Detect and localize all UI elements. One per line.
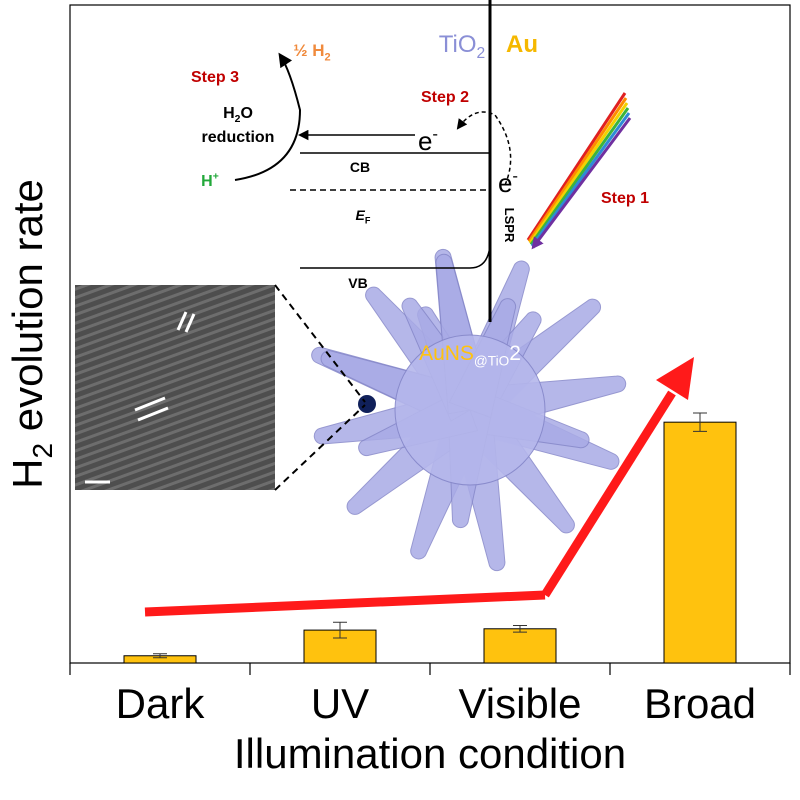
annotation: Step 2	[421, 89, 469, 106]
error-bar	[153, 653, 167, 659]
annotation-part: e	[418, 126, 432, 156]
light-ray	[527, 97, 628, 243]
y-label-part: 2	[27, 443, 58, 459]
y-label-part: evolution rate	[4, 179, 51, 443]
reduction-arrow	[234, 52, 302, 181]
error-bar	[513, 624, 527, 633]
annotation-part: F	[365, 216, 371, 226]
annotation: LSPR	[502, 208, 517, 243]
annotation-part: +	[213, 172, 219, 183]
annotation: Step 3	[191, 69, 239, 86]
annotation-part: CB	[350, 159, 370, 175]
annotation-part: E	[356, 207, 366, 223]
error-bar	[333, 621, 347, 639]
annotation-part: H	[223, 105, 235, 122]
x-tick-label: Dark	[116, 680, 206, 727]
light-ray	[530, 112, 631, 247]
x-tick-label: Broad	[644, 680, 756, 727]
annotation: TiO2	[439, 31, 485, 62]
annotation: H2O	[223, 105, 253, 125]
y-axis-label: H2 evolution rate	[4, 179, 58, 489]
annotation-part: H	[201, 173, 213, 190]
bar	[483, 628, 557, 664]
annotation-part: VB	[348, 275, 367, 291]
annotation-part: -	[512, 167, 518, 186]
error-bar	[693, 412, 707, 432]
bar	[663, 421, 737, 664]
annotation-part: 2	[509, 342, 521, 365]
annotation: H+	[201, 172, 219, 190]
sphere	[394, 334, 546, 486]
annotation-part: 2	[235, 114, 241, 125]
tem-shade	[75, 285, 275, 490]
annotation: CB	[350, 159, 370, 175]
annotation-part: LSPR	[502, 208, 517, 243]
vb-line	[300, 244, 491, 269]
light-ray	[531, 117, 632, 250]
annotation-part: O	[240, 105, 252, 122]
annotation-part: Step 2	[421, 89, 469, 106]
annotation-part: reduction	[202, 129, 275, 146]
tem-inset	[75, 285, 275, 490]
annotation: e-	[418, 125, 438, 156]
light-ray	[526, 92, 627, 241]
lattice-marks	[134, 311, 196, 422]
annotation-part: AuNS	[419, 342, 474, 365]
annotation-part: ½ H	[293, 41, 324, 60]
inset-connector	[274, 284, 366, 403]
transfer-arrow	[456, 111, 512, 186]
trend-arrow	[541, 390, 676, 598]
annotation-part: 2	[477, 45, 486, 62]
annotation-part: Au	[506, 31, 538, 58]
x-tick-label: Visible	[459, 680, 582, 727]
annotation: VB	[348, 275, 367, 291]
x-axis-label: Illumination condition	[234, 730, 626, 777]
annotation: ½ H2	[293, 41, 330, 63]
x-tick-label: UV	[311, 680, 369, 727]
annotation: Step 1	[601, 190, 649, 207]
y-label-part: H	[4, 459, 51, 489]
trend-arrow	[144, 590, 546, 617]
annotation: e-	[498, 167, 518, 198]
annotation-part: TiO	[439, 31, 477, 58]
annotation-part: e	[498, 168, 512, 198]
annotation-part: @TiO	[474, 353, 509, 368]
annotation: EF	[356, 207, 371, 226]
inset-connector	[274, 404, 366, 491]
annotation-part: Step 1	[601, 190, 649, 207]
annotation: AuNS@TiO2	[419, 342, 521, 368]
annotation-part: -	[432, 125, 438, 144]
light-ray	[529, 107, 630, 246]
trend-arrowhead	[656, 357, 694, 400]
annotation: Au	[506, 31, 538, 58]
annotation-part: Step 3	[191, 69, 239, 86]
annotation-part: 2	[325, 51, 331, 63]
light-ray	[528, 102, 629, 244]
annotation: reduction	[202, 129, 275, 146]
inset-spot	[358, 395, 376, 413]
